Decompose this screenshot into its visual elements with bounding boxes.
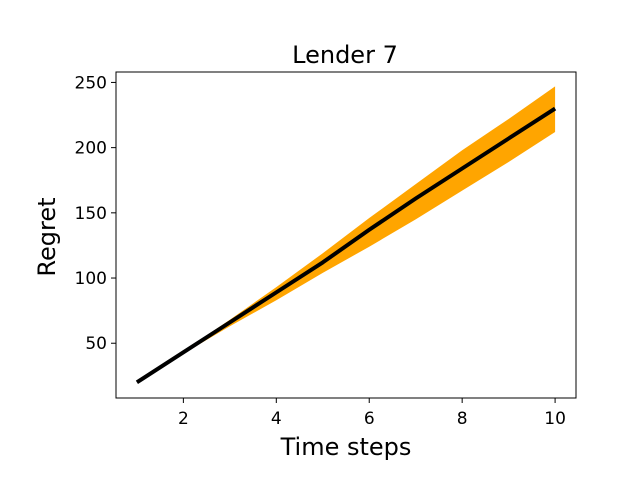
- x-tick-label: 6: [364, 409, 375, 429]
- chart-title: Lender 7: [292, 41, 398, 69]
- y-tick-label: 250: [75, 73, 107, 93]
- y-tick-label: 200: [75, 139, 107, 159]
- y-tick-label: 50: [85, 334, 107, 354]
- series-line: [135, 106, 557, 385]
- series-line-layer: [135, 106, 557, 385]
- plot-frame: [115, 71, 577, 399]
- y-axis: 50 100 150 200 250: [75, 73, 116, 354]
- confidence-band-layer: [136, 86, 556, 383]
- y-tick-label: 100: [75, 269, 107, 289]
- x-tick-label: 8: [457, 409, 468, 429]
- x-tick-label: 2: [178, 409, 189, 429]
- x-tick-label: 10: [544, 409, 566, 429]
- x-tick-label: 4: [271, 409, 282, 429]
- x-axis: 2 4 6 8 10: [178, 398, 566, 429]
- y-axis-title: Regret: [33, 197, 61, 276]
- y-tick-label: 150: [75, 204, 107, 224]
- confidence-band: [136, 86, 556, 383]
- x-axis-title: Time steps: [280, 433, 412, 461]
